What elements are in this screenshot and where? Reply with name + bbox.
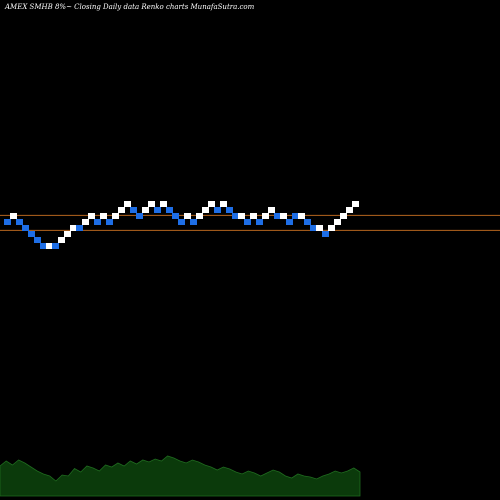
renko-brick-down — [322, 231, 329, 237]
renko-brick-up — [142, 207, 149, 213]
renko-brick-down — [16, 219, 23, 225]
renko-brick-up — [250, 213, 257, 219]
renko-brick-down — [172, 213, 179, 219]
renko-brick-down — [166, 207, 173, 213]
volume-area — [0, 455, 361, 497]
renko-brick-down — [28, 231, 35, 237]
renko-brick-down — [40, 243, 47, 249]
renko-brick-down — [244, 219, 251, 225]
renko-brick-up — [202, 207, 209, 213]
renko-brick-down — [94, 219, 101, 225]
renko-brick-up — [262, 213, 269, 219]
renko-brick-up — [280, 213, 287, 219]
renko-brick-up — [340, 213, 347, 219]
renko-brick-up — [160, 201, 167, 207]
renko-brick-down — [154, 207, 161, 213]
renko-brick-down — [136, 213, 143, 219]
renko-brick-up — [70, 225, 77, 231]
renko-brick-up — [10, 213, 17, 219]
renko-brick-up — [208, 201, 215, 207]
renko-brick-down — [214, 207, 221, 213]
renko-brick-up — [298, 213, 305, 219]
renko-brick-up — [64, 231, 71, 237]
renko-brick-up — [58, 237, 65, 243]
renko-brick-up — [88, 213, 95, 219]
renko-brick-down — [292, 213, 299, 219]
renko-brick-up — [46, 243, 53, 249]
renko-brick-down — [178, 219, 185, 225]
renko-brick-up — [118, 207, 125, 213]
renko-brick-up — [316, 225, 323, 231]
renko-brick-down — [52, 243, 59, 249]
renko-brick-down — [226, 207, 233, 213]
renko-brick-up — [238, 213, 245, 219]
renko-brick-up — [100, 213, 107, 219]
renko-brick-down — [286, 219, 293, 225]
renko-brick-down — [310, 225, 317, 231]
renko-brick-down — [256, 219, 263, 225]
renko-brick-up — [124, 201, 131, 207]
renko-brick-up — [112, 213, 119, 219]
renko-brick-down — [304, 219, 311, 225]
renko-brick-down — [130, 207, 137, 213]
renko-brick-up — [328, 225, 335, 231]
renko-brick-down — [106, 219, 113, 225]
renko-brick-up — [220, 201, 227, 207]
renko-brick-up — [268, 207, 275, 213]
renko-brick-down — [76, 225, 83, 231]
renko-brick-up — [196, 213, 203, 219]
renko-brick-down — [190, 219, 197, 225]
renko-brick-up — [352, 201, 359, 207]
renko-brick-up — [334, 219, 341, 225]
renko-brick-up — [148, 201, 155, 207]
renko-brick-down — [34, 237, 41, 243]
renko-brick-down — [232, 213, 239, 219]
renko-brick-down — [274, 213, 281, 219]
renko-brick-down — [4, 219, 11, 225]
renko-brick-up — [346, 207, 353, 213]
renko-brick-up — [184, 213, 191, 219]
renko-brick-down — [22, 225, 29, 231]
renko-brick-up — [82, 219, 89, 225]
chart-title: AMEX SMHB 8%~ Closing Daily data Renko c… — [5, 3, 255, 11]
